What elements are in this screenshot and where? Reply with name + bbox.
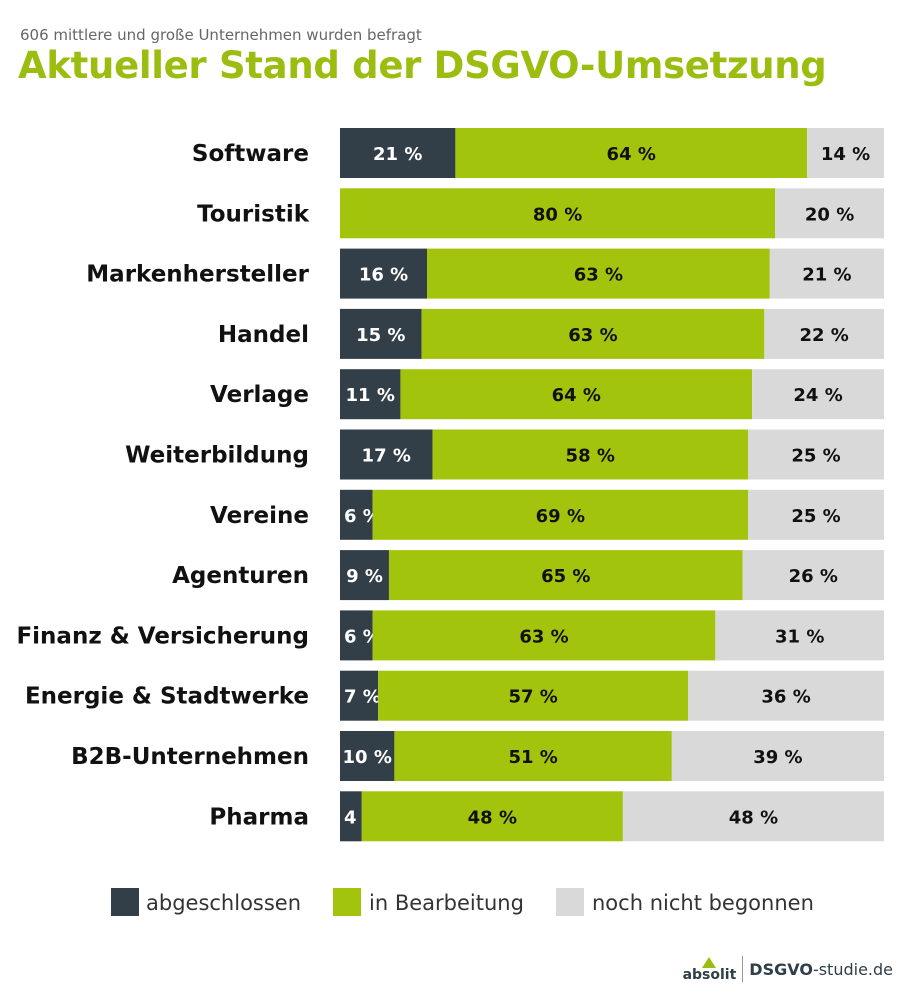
data-label-pharma-series-1: 48 % — [468, 807, 517, 828]
category-label-software: Software — [192, 141, 309, 167]
bar-verlage-series-0 — [340, 369, 401, 420]
bar-weiterbildung-series-1 — [432, 429, 748, 480]
data-label-finanz-versicherung-series-2: 31 % — [775, 626, 824, 647]
bar-vereine-series-1 — [372, 489, 748, 540]
data-label-pharma-series-2: 48 % — [729, 807, 778, 828]
data-label-touristik-series-1: 80 % — [533, 204, 582, 225]
category-label-weiterbildung: Weiterbildung — [125, 443, 309, 469]
data-label-software-series-1: 64 % — [607, 144, 656, 165]
data-label-b2b-unternehmen-series-2: 39 % — [753, 747, 802, 768]
category-label-vereine: Vereine — [210, 503, 309, 529]
data-label-agenturen-series-0: 9 % — [346, 566, 383, 587]
legend-label-1: in Bearbeitung — [369, 891, 524, 915]
data-label-software-series-2: 14 % — [821, 144, 870, 165]
bar-finanz-versicherung-series-1 — [372, 610, 716, 661]
data-label-b2b-unternehmen-series-0: 10 % — [343, 747, 392, 768]
bar-pharma-series-0 — [340, 791, 362, 842]
bar-b2b-unternehmen-series-1 — [394, 731, 672, 781]
absolit-logo: absolit — [682, 956, 737, 983]
data-label-energie-stadtwerke-series-2: 36 % — [761, 687, 810, 708]
data-label-markenhersteller-series-1: 63 % — [574, 265, 623, 286]
category-label-finanz-versicherung: Finanz & Versicherung — [16, 623, 309, 649]
data-label-vereine-series-0: 6 % — [344, 506, 381, 527]
site-url: DSGVO-studie.de — [749, 960, 893, 979]
category-label-agenturen: Agenturen — [172, 563, 309, 589]
logo-separator — [742, 956, 744, 982]
bar-vereine-series-2 — [748, 489, 884, 540]
legend-swatch-2 — [556, 888, 584, 916]
legend-swatch-0 — [111, 888, 139, 916]
footer-branding: absolit DSGVO-studie.de — [683, 956, 893, 982]
bar-vereine-series-0 — [340, 489, 373, 540]
legend-label-2: noch nicht begonnen — [592, 891, 814, 915]
bar-verlage-series-2 — [752, 369, 884, 420]
legend-label-0: abgeschlossen — [146, 891, 301, 915]
category-label-verlage: Verlage — [210, 382, 309, 408]
bar-energie-stadtwerke-series-1 — [378, 670, 689, 721]
bar-software-series-2 — [807, 128, 884, 178]
data-label-vereine-series-2: 25 % — [791, 506, 840, 527]
category-label-energie-stadtwerke: Energie & Stadtwerke — [25, 684, 309, 710]
category-label-handel: Handel — [218, 322, 309, 348]
category-label-touristik: Touristik — [197, 201, 310, 227]
data-label-markenhersteller-series-0: 16 % — [359, 265, 408, 286]
bar-handel-series-0 — [340, 308, 422, 359]
logo-triangle-icon — [702, 956, 717, 968]
category-label-markenhersteller: Markenhersteller — [86, 262, 309, 288]
bar-finanz-versicherung-series-0 — [340, 610, 373, 661]
bar-finanz-versicherung-series-2 — [715, 610, 884, 661]
bar-touristik-series-1 — [340, 188, 776, 239]
logo-word: absolit — [682, 966, 737, 983]
bar-software-series-0 — [340, 128, 456, 178]
bar-touristik-series-2 — [775, 188, 884, 239]
bar-agenturen-series-0 — [340, 550, 389, 601]
category-label-pharma: Pharma — [209, 804, 309, 830]
data-label-b2b-unternehmen-series-1: 51 % — [508, 747, 557, 768]
bar-b2b-unternehmen-series-0 — [340, 731, 395, 781]
bar-weiterbildung-series-2 — [748, 429, 884, 480]
bar-handel-series-1 — [421, 308, 765, 359]
data-label-weiterbildung-series-1: 58 % — [566, 446, 615, 467]
data-label-touristik-series-2: 20 % — [805, 204, 854, 225]
bar-markenhersteller-series-0 — [340, 248, 428, 299]
chart-title: Aktueller Stand der DSGVO-Umsetzung — [18, 44, 827, 87]
data-label-verlage-series-2: 24 % — [793, 385, 842, 406]
data-label-verlage-series-0: 11 % — [346, 385, 395, 406]
site-url-rest: -studie.de — [812, 959, 893, 979]
data-label-finanz-versicherung-series-1: 63 % — [519, 626, 568, 647]
bar-markenhersteller-series-1 — [427, 248, 770, 299]
data-label-vereine-series-1: 69 % — [536, 506, 585, 527]
bar-agenturen-series-1 — [388, 550, 743, 601]
data-label-weiterbildung-series-2: 25 % — [791, 446, 840, 467]
bar-verlage-series-1 — [400, 369, 753, 420]
data-label-agenturen-series-1: 65 % — [541, 566, 590, 587]
bar-energie-stadtwerke-series-2 — [688, 670, 884, 721]
data-label-software-series-0: 21 % — [373, 144, 422, 165]
bar-agenturen-series-2 — [742, 550, 884, 601]
bar-b2b-unternehmen-series-2 — [671, 731, 884, 781]
chart-subtitle: 606 mittlere und große Unternehmen wurde… — [20, 26, 422, 44]
data-label-energie-stadtwerke-series-0: 7 % — [344, 687, 381, 708]
data-label-agenturen-series-2: 26 % — [789, 566, 838, 587]
data-label-weiterbildung-series-0: 17 % — [362, 446, 411, 467]
data-label-energie-stadtwerke-series-1: 57 % — [508, 687, 557, 708]
category-label-b2b-unternehmen: B2B-Unternehmen — [71, 744, 309, 770]
data-label-handel-series-0: 15 % — [356, 325, 405, 346]
site-url-bold: DSGVO — [749, 959, 813, 979]
bar-pharma-series-2 — [622, 791, 884, 842]
legend-swatch-1 — [333, 888, 361, 916]
data-label-markenhersteller-series-2: 21 % — [802, 265, 851, 286]
data-label-verlage-series-1: 64 % — [552, 385, 601, 406]
bar-energie-stadtwerke-series-0 — [340, 670, 379, 721]
bar-pharma-series-1 — [361, 791, 623, 842]
bar-weiterbildung-series-0 — [340, 429, 433, 480]
bar-software-series-1 — [455, 128, 808, 178]
bar-handel-series-2 — [764, 308, 884, 359]
data-label-handel-series-2: 22 % — [799, 325, 848, 346]
data-label-handel-series-1: 63 % — [568, 325, 617, 346]
bar-markenhersteller-series-2 — [769, 248, 884, 299]
data-label-finanz-versicherung-series-0: 6 % — [344, 626, 381, 647]
